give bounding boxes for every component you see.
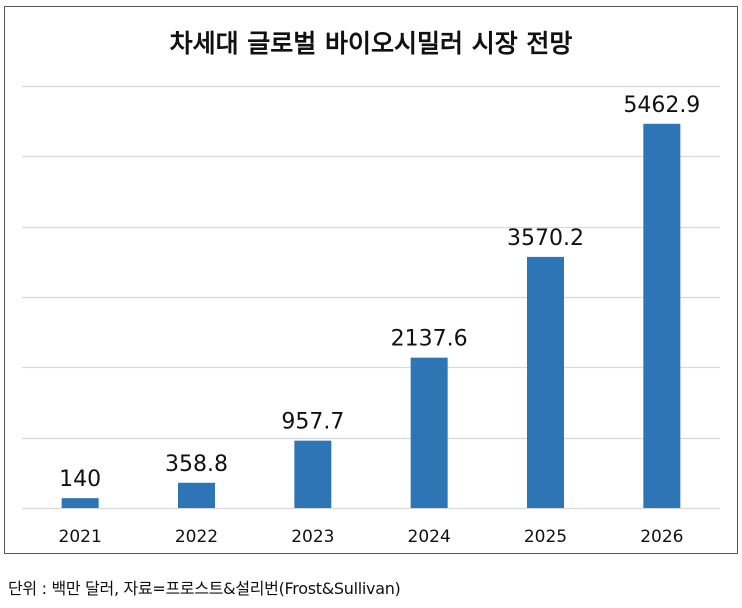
x-tick-2024: 2024 — [408, 527, 451, 547]
chart-frame — [4, 6, 738, 554]
bar-chart: 차세대 글로벌 바이오시밀러 시장 전망 140 358.8 957.7 2137.6… — [22, 29, 720, 547]
bar-2023 — [294, 440, 332, 508]
bar-2022 — [178, 482, 215, 508]
x-tick-2023: 2023 — [291, 527, 334, 547]
data-label-2026: 5462.9 — [623, 93, 700, 118]
bar-2024 — [410, 357, 448, 508]
source-note: 단위 : 백만 달러, 자료=프로스트&설리번(Frost&Sullivan) — [8, 579, 401, 598]
gridlines — [22, 85, 720, 510]
bar-2026 — [643, 123, 681, 508]
data-label-2022: 358.8 — [165, 452, 228, 477]
data-label-2023: 957.7 — [281, 410, 344, 435]
x-tick-2021: 2021 — [59, 527, 102, 547]
data-labels: 140 358.8 957.7 2137.6 3570.2 5462.9 — [59, 93, 700, 492]
data-label-2024: 2137.6 — [391, 327, 468, 352]
bar-2025 — [527, 256, 564, 508]
data-label-2021: 140 — [59, 467, 101, 492]
x-tick-labels: 2021 2022 2023 2024 2025 2026 — [59, 527, 684, 547]
bars — [61, 123, 681, 508]
x-tick-2025: 2025 — [524, 527, 567, 547]
chart-title: 차세대 글로벌 바이오시밀러 시장 전망 — [170, 29, 573, 58]
data-label-2025: 3570.2 — [507, 226, 584, 251]
bar-2021 — [61, 498, 99, 508]
x-tick-2026: 2026 — [640, 527, 683, 547]
x-tick-2022: 2022 — [175, 527, 218, 547]
